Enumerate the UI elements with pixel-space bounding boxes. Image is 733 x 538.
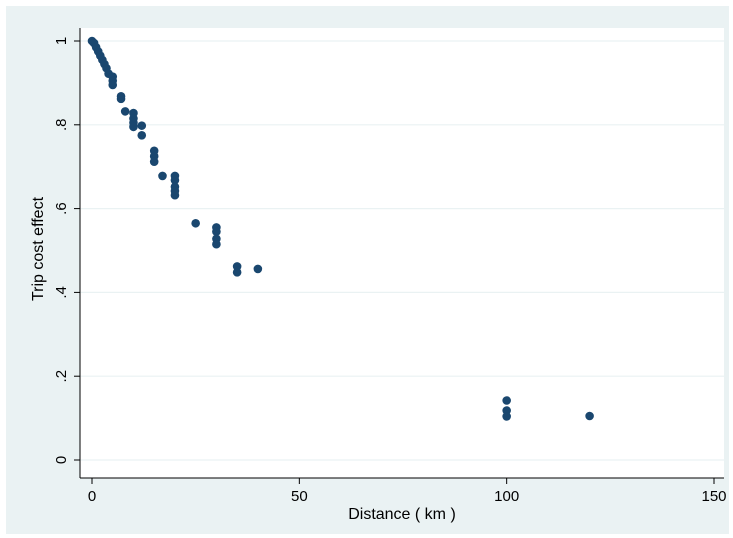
data-point [212,239,221,249]
data-point [191,218,200,228]
gridlines [80,40,724,461]
y-axis-title: Trip cost effect [30,196,47,301]
y-tick-label: .4 [53,286,70,299]
data-point [149,157,159,166]
x-tick-label: 150 [701,488,726,505]
axes [74,28,724,484]
data-points [87,36,594,421]
data-point [120,107,130,116]
y-tick-label: .6 [53,202,70,215]
tick-labels: 0 .2 .4 .6 .8 1 0 50 100 150 [53,37,727,505]
data-point [129,122,138,132]
y-tick-label: 0 [53,456,70,464]
data-point [212,227,221,236]
data-point [253,264,263,274]
data-point [137,121,147,130]
data-point [116,94,126,104]
plot-region [80,28,724,478]
x-axis-title: Distance ( km ) [348,506,456,523]
x-tick-label: 0 [88,488,96,505]
data-point [158,171,167,181]
data-point [108,80,118,90]
y-tick-label: .2 [53,370,70,383]
data-point [170,190,180,200]
y-tick-label: .8 [53,119,70,132]
data-point [232,267,242,277]
x-tick-label: 50 [291,488,308,505]
data-point [170,175,180,185]
data-point [585,411,594,421]
data-point [502,396,511,405]
data-point [137,130,147,140]
x-tick-label: 100 [494,488,519,505]
y-tick-label: 1 [53,37,70,45]
data-point [502,412,511,421]
